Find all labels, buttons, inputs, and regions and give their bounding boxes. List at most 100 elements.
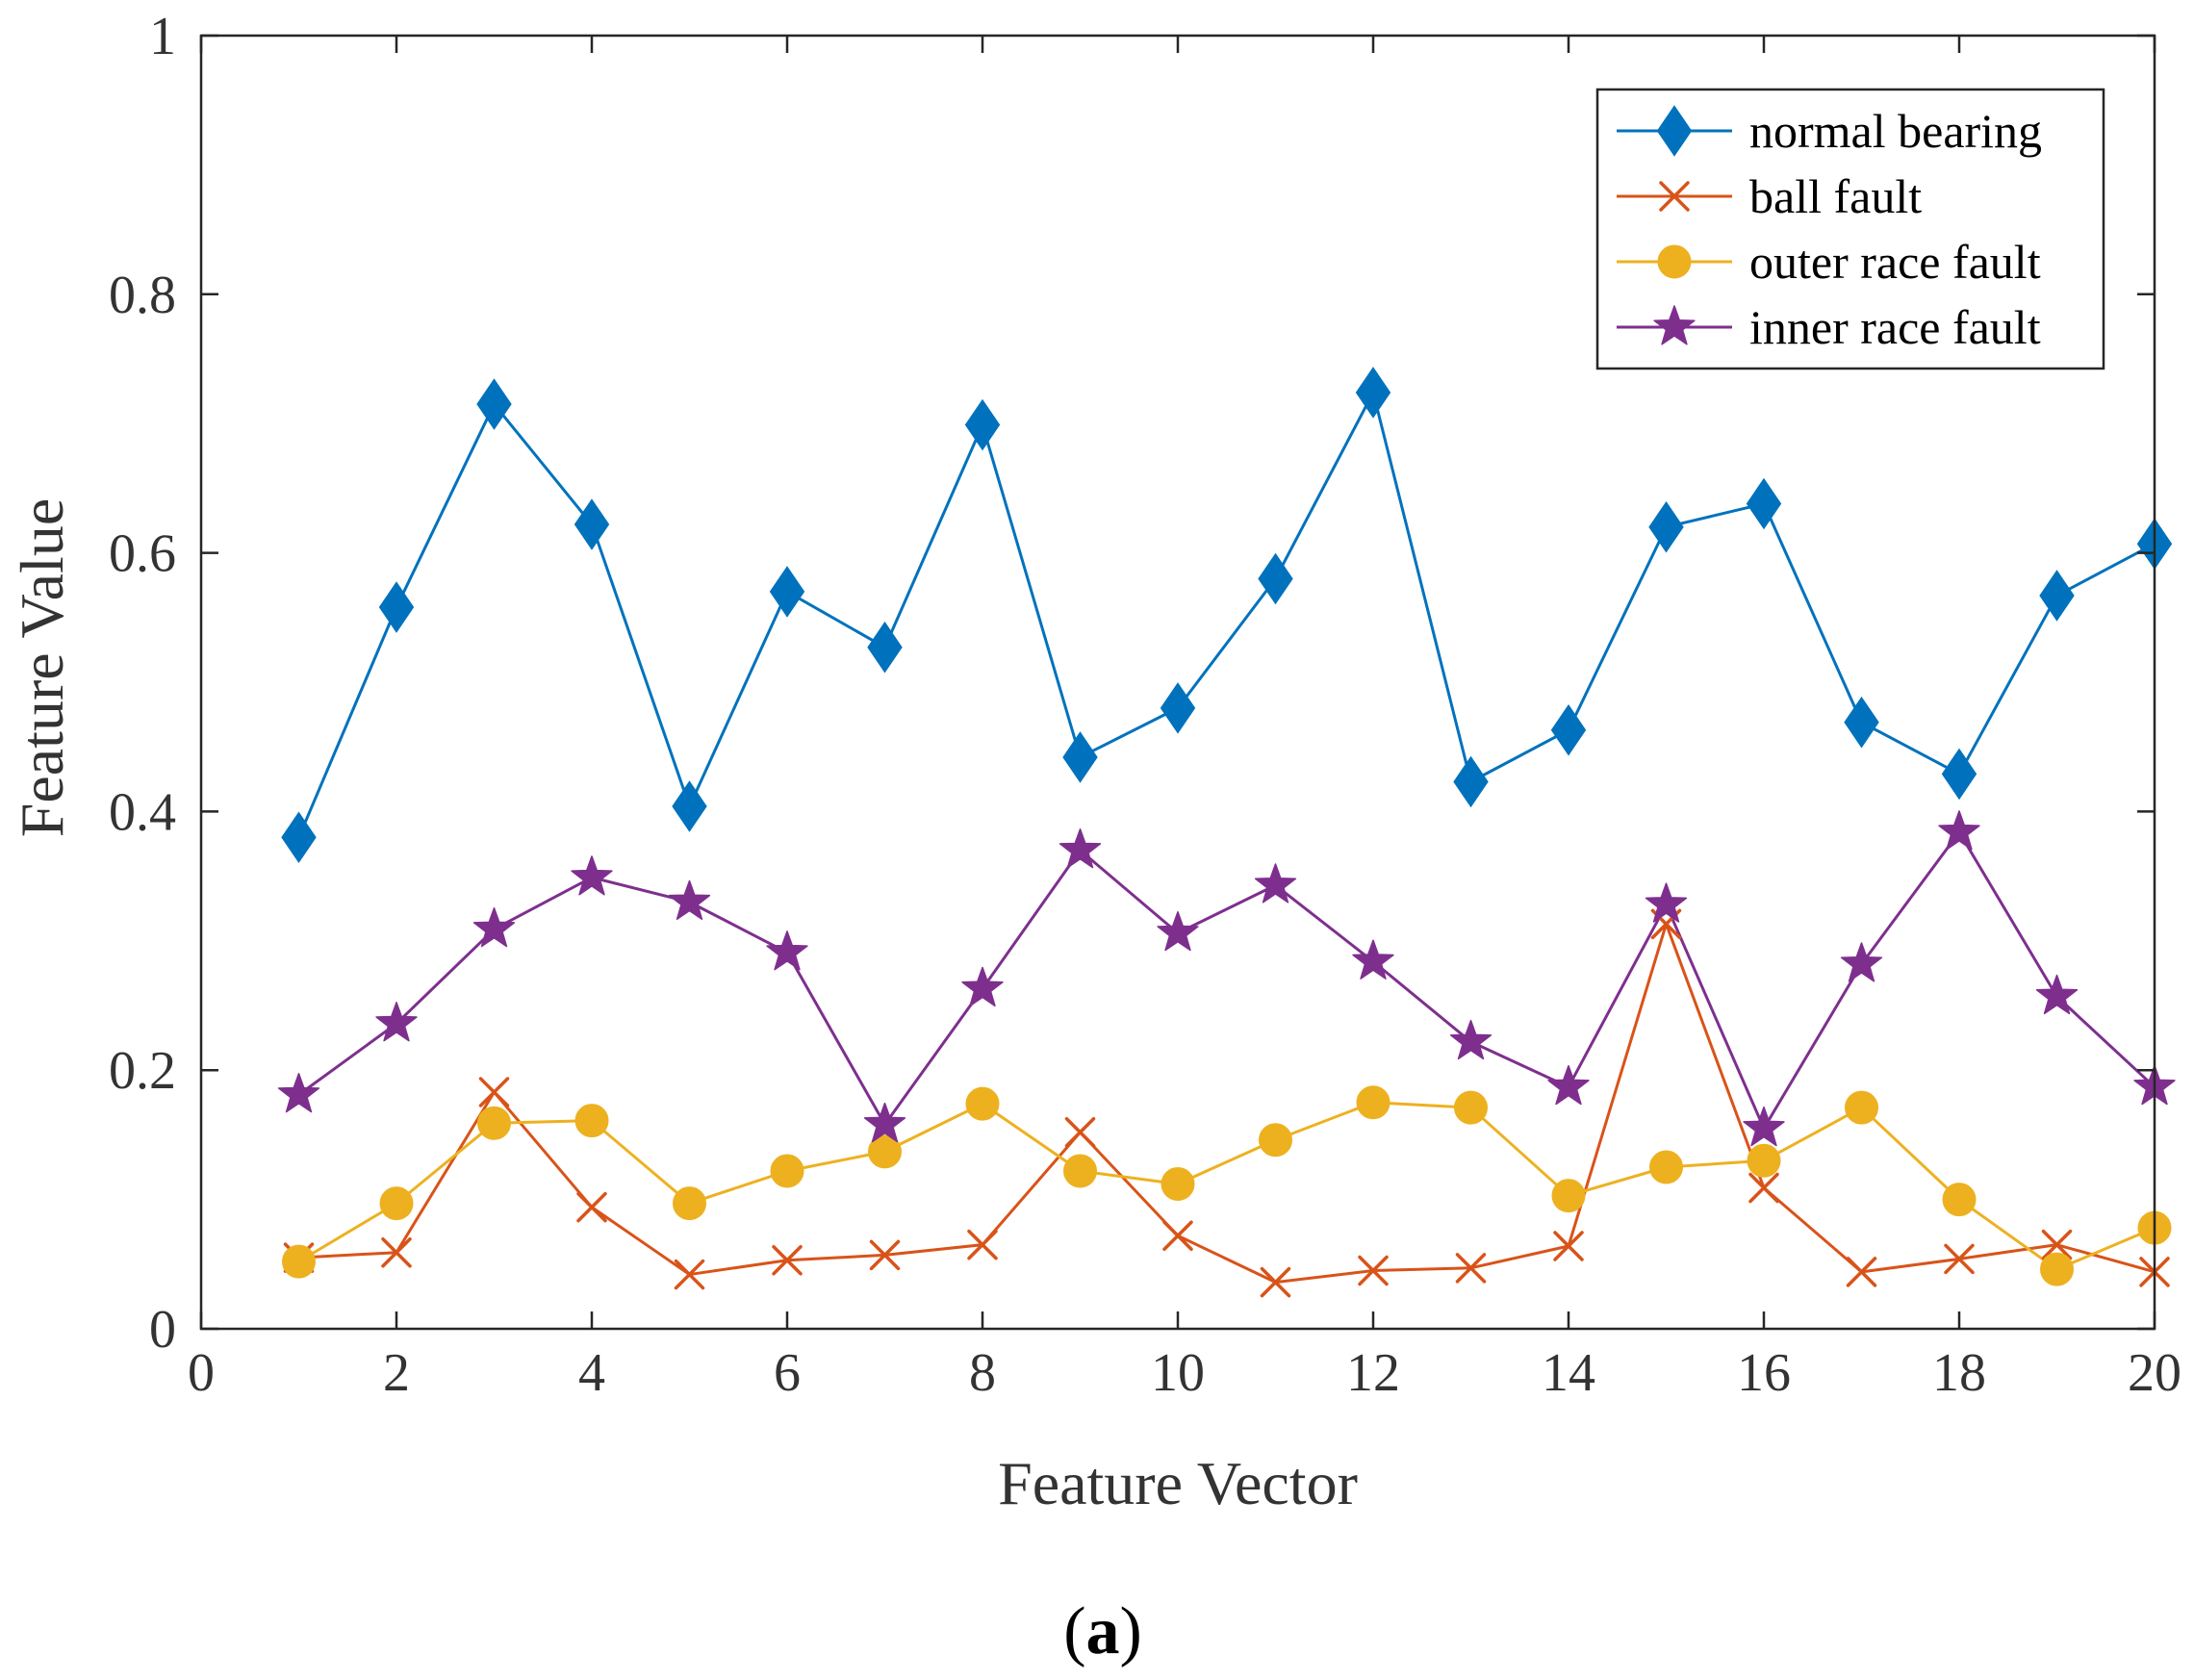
point-inner-race-fault-19: [2035, 974, 2079, 1015]
point-ball-fault-5: [674, 1259, 705, 1290]
point-inner-race-fault-7: [863, 1102, 906, 1143]
series-line-normal-bearing: [297, 391, 2156, 838]
point-ball-fault-13: [1455, 1253, 1487, 1284]
point-normal-bearing-13: [1453, 755, 1489, 808]
y-tick-label: 1: [149, 7, 176, 66]
point-inner-race-fault-9: [1059, 827, 1102, 869]
axes: 0 2 4 6 8 10 12 14 16 18 20 0 0.2 0.4 0.6 0.8 1: [109, 7, 2181, 1403]
legend-item-normal-bearing: normal bearing: [1617, 104, 2042, 158]
point-normal-bearing-16: [1746, 477, 1782, 530]
point-outer-race-fault-14: [1551, 1179, 1586, 1213]
point-normal-bearing-1: [281, 811, 317, 864]
point-ball-fault-10: [1162, 1220, 1193, 1251]
point-ball-fault-7: [869, 1239, 901, 1271]
point-normal-bearing-3: [476, 378, 512, 430]
legend-marker-outer-race-fault: [1657, 244, 1692, 279]
point-normal-bearing-19: [2039, 570, 2075, 622]
plot-area: [277, 367, 2176, 1298]
point-inner-race-fault-11: [1254, 863, 1297, 904]
point-inner-race-fault-5: [668, 879, 711, 921]
point-outer-race-fault-19: [2040, 1252, 2074, 1286]
point-outer-race-fault-11: [1259, 1123, 1292, 1158]
point-outer-race-fault-3: [477, 1106, 511, 1140]
legend-marker-ball-fault: [1659, 181, 1690, 212]
point-normal-bearing-5: [672, 780, 707, 832]
point-ball-fault-4: [576, 1191, 607, 1223]
point-inner-race-fault-16: [1743, 1106, 1785, 1147]
legend-label: ball fault: [1749, 169, 1922, 223]
point-inner-race-fault-8: [961, 966, 1004, 1007]
point-outer-race-fault-10: [1161, 1166, 1195, 1201]
series-line-inner-race-fault: [297, 830, 2156, 1131]
x-tick-label: 2: [383, 1343, 410, 1403]
panel-label: (a): [1063, 1594, 1142, 1668]
point-normal-bearing-4: [574, 498, 610, 550]
point-normal-bearing-11: [1258, 552, 1293, 605]
point-normal-bearing-15: [1648, 500, 1684, 553]
point-outer-race-fault-9: [1063, 1154, 1097, 1188]
point-ball-fault-11: [1260, 1266, 1291, 1298]
x-tick-label: 6: [774, 1343, 801, 1403]
point-ball-fault-12: [1358, 1255, 1389, 1286]
point-normal-bearing-7: [867, 621, 903, 674]
point-ball-fault-2: [381, 1236, 412, 1268]
point-inner-race-fault-17: [1840, 942, 1883, 982]
panel-label-open: (: [1063, 1594, 1085, 1668]
x-tick-label: 10: [1151, 1343, 1205, 1403]
point-inner-race-fault-15: [1645, 882, 1688, 923]
x-tick-label: 4: [578, 1343, 605, 1403]
point-outer-race-fault-12: [1356, 1085, 1390, 1120]
legend-label: normal bearing: [1749, 104, 2042, 158]
point-inner-race-fault-10: [1157, 910, 1199, 952]
point-outer-race-fault-16: [1747, 1143, 1781, 1178]
point-inner-race-fault-6: [766, 930, 808, 971]
point-ball-fault-16: [1748, 1172, 1779, 1204]
point-outer-race-fault-17: [1845, 1090, 1878, 1125]
point-inner-race-fault-3: [472, 906, 516, 948]
point-normal-bearing-12: [1355, 367, 1391, 419]
point-inner-race-fault-13: [1449, 1019, 1492, 1060]
point-normal-bearing-17: [1844, 696, 1879, 749]
legend-item-ball-fault: ball fault: [1617, 169, 1922, 223]
point-ball-fault-14: [1553, 1231, 1584, 1261]
x-tick-label: 14: [1542, 1343, 1595, 1403]
point-inner-race-fault-12: [1352, 939, 1394, 980]
x-tick-label: 12: [1346, 1343, 1400, 1403]
point-outer-race-fault-15: [1649, 1150, 1683, 1184]
point-inner-race-fault-1: [277, 1072, 320, 1113]
y-tick-label: 0.6: [109, 524, 176, 584]
x-axis-title: Feature Vector: [998, 1449, 1358, 1517]
point-normal-bearing-2: [378, 581, 415, 633]
point-normal-bearing-6: [769, 566, 805, 618]
point-outer-race-fault-18: [1942, 1183, 1977, 1217]
x-tick-label: 0: [188, 1343, 215, 1403]
point-normal-bearing-9: [1062, 731, 1098, 783]
point-ball-fault-18: [1944, 1243, 1975, 1275]
y-axis-title: Feature Value: [8, 498, 76, 837]
legend-label: outer race fault: [1749, 235, 2041, 289]
y-tick-label: 0.2: [109, 1041, 176, 1101]
x-tick-label: 16: [1737, 1343, 1791, 1403]
point-ball-fault-3: [478, 1077, 510, 1107]
panel-label-close: ): [1120, 1594, 1142, 1668]
point-ball-fault-19: [2041, 1229, 2073, 1260]
point-inner-race-fault-4: [571, 855, 613, 896]
point-normal-bearing-8: [964, 398, 1001, 451]
legend-item-outer-race-fault: outer race fault: [1617, 235, 2041, 289]
panel-label-letter: a: [1086, 1594, 1120, 1668]
point-normal-bearing-10: [1160, 682, 1196, 734]
point-outer-race-fault-13: [1454, 1090, 1488, 1125]
point-outer-race-fault-8: [965, 1086, 1000, 1121]
point-ball-fault-9: [1064, 1116, 1096, 1148]
x-tick-label: 20: [2128, 1343, 2181, 1403]
legend-item-inner-race-fault: inner race fault: [1617, 300, 2041, 354]
point-outer-race-fault-2: [379, 1186, 414, 1221]
point-outer-race-fault-1: [282, 1244, 316, 1279]
series-line-ball-fault: [298, 922, 2156, 1285]
y-tick-label: 0: [149, 1300, 176, 1360]
y-tick-label: 0.8: [109, 266, 176, 325]
point-normal-bearing-14: [1550, 703, 1587, 756]
x-tick-label: 18: [1932, 1343, 1986, 1403]
point-ball-fault-17: [1846, 1257, 1877, 1287]
